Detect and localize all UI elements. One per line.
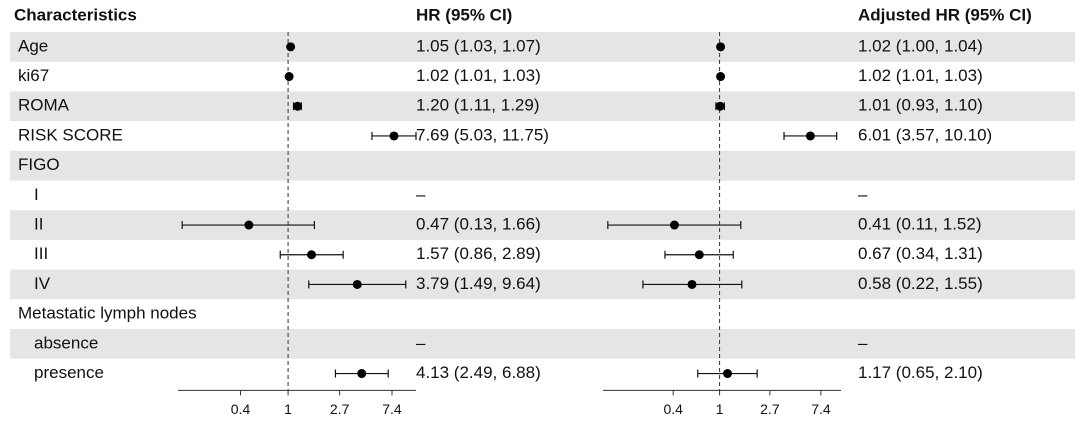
row-label: III [34,244,48,263]
row-label: I [34,185,39,204]
row-stripe [10,150,1075,181]
point-estimate [284,72,294,82]
row-stripe [10,329,1075,359]
row-label: RISK SCORE [18,125,123,144]
estimate-label: – [416,185,426,204]
row-stripe [10,32,1075,62]
estimate-label: 7.69 (5.03, 11.75) [416,125,549,144]
point-estimate [694,250,704,260]
estimate-label: 1.05 (1.03, 1.07) [416,36,541,55]
point-estimate [805,131,815,141]
column-header: Adjusted HR (95% CI) [858,5,1032,24]
estimate-label: 1.17 (0.65, 2.10) [858,363,983,382]
label-header: Characteristics [14,5,137,24]
row-label: presence [34,363,104,382]
point-estimate [244,220,254,230]
point-estimate [357,369,367,379]
estimate-label: 0.47 (0.13, 1.66) [416,215,541,234]
row-label: ROMA [18,96,70,115]
estimate-label: – [416,333,426,352]
row-label: Metastatic lymph nodes [18,304,197,323]
x-tick-label: 1 [716,401,724,417]
point-estimate [286,42,296,52]
point-estimate [687,279,697,289]
estimate-label: 1.57 (0.86, 2.89) [416,244,541,263]
estimate-label: 1.02 (1.00, 1.04) [858,36,983,55]
point-estimate [723,369,733,379]
row-label: FIGO [18,155,60,174]
point-estimate [389,131,399,141]
x-tick-label: 0.4 [231,401,251,417]
x-tick-label: 2.7 [330,401,350,417]
row-label: absence [34,333,98,352]
row-label: IV [34,274,51,293]
x-tick-label: 1 [284,401,292,417]
estimate-label: 1.20 (1.11, 1.29) [416,96,540,115]
row-label: Age [18,36,48,55]
point-estimate [306,250,316,260]
row-label: II [34,215,43,234]
row-label: ki67 [18,66,49,85]
point-estimate [715,101,725,111]
estimate-label: 1.02 (1.01, 1.03) [858,66,983,85]
estimate-label: 3.79 (1.49, 9.64) [416,274,541,293]
estimate-label: 1.02 (1.01, 1.03) [416,66,541,85]
estimate-label: 0.58 (0.22, 1.55) [858,274,983,293]
point-estimate [352,279,362,289]
x-tick-label: 0.4 [663,401,683,417]
x-tick-label: 7.4 [382,401,402,417]
x-tick-label: 2.7 [760,401,780,417]
column-header: HR (95% CI) [416,5,512,24]
point-estimate [293,101,303,111]
point-estimate [716,42,726,52]
estimate-label: – [858,333,868,352]
estimate-label: 1.01 (0.93, 1.10) [858,96,983,115]
estimate-label: 0.41 (0.11, 1.52) [858,215,982,234]
x-tick-label: 7.4 [811,401,831,417]
row-stripe [10,91,1075,122]
estimate-label: 6.01 (3.57, 10.10) [858,125,992,144]
point-estimate [716,72,726,82]
row-stripe [10,269,1075,300]
point-estimate [669,220,679,230]
estimate-label: – [858,185,868,204]
estimate-label: 0.67 (0.34, 1.31) [858,244,983,263]
estimate-label: 4.13 (2.49, 6.88) [416,363,541,382]
